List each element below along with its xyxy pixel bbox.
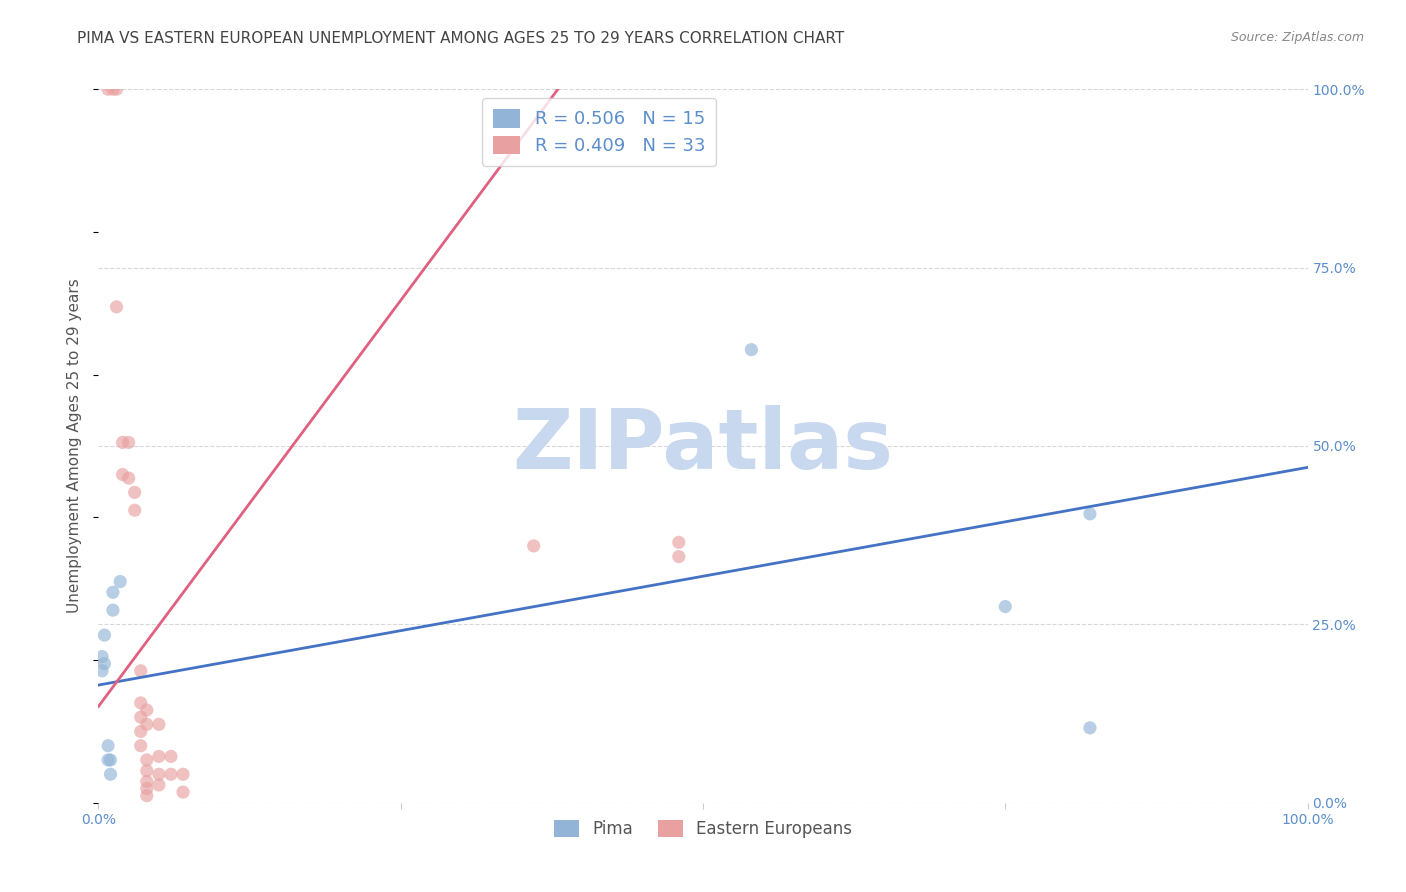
Point [135, 774, 157, 789]
Point [124, 485, 146, 500]
Legend: Pima, Eastern Europeans: Pima, Eastern Europeans [547, 813, 859, 845]
Point [97, 82, 120, 96]
Point [129, 710, 152, 724]
Text: Source: ZipAtlas.com: Source: ZipAtlas.com [1230, 31, 1364, 45]
Point [101, 603, 124, 617]
Point [172, 767, 194, 781]
Point [135, 781, 157, 796]
Point [108, 574, 131, 589]
Point [93, 657, 115, 671]
Point [1078, 507, 1101, 521]
Point [129, 696, 152, 710]
Point [101, 82, 124, 96]
Text: ZIPatlas: ZIPatlas [513, 406, 893, 486]
Point [100, 767, 122, 781]
Point [97, 739, 120, 753]
Point [118, 471, 141, 485]
Text: PIMA VS EASTERN EUROPEAN UNEMPLOYMENT AMONG AGES 25 TO 29 YEARS CORRELATION CHAR: PIMA VS EASTERN EUROPEAN UNEMPLOYMENT AM… [77, 31, 845, 46]
Point [100, 753, 122, 767]
Point [148, 767, 170, 781]
Point [135, 703, 157, 717]
Point [111, 435, 134, 450]
Point [740, 343, 762, 357]
Point [994, 599, 1017, 614]
Point [105, 82, 128, 96]
Point [91, 664, 114, 678]
Point [129, 739, 152, 753]
Point [135, 789, 157, 803]
Point [668, 535, 690, 549]
Point [148, 778, 170, 792]
Point [129, 724, 152, 739]
Point [135, 764, 157, 778]
Point [668, 549, 690, 564]
Point [111, 467, 134, 482]
Y-axis label: Unemployment Among Ages 25 to 29 years: Unemployment Among Ages 25 to 29 years [67, 278, 83, 614]
Point [118, 435, 141, 450]
Point [105, 300, 128, 314]
Point [135, 753, 157, 767]
Point [93, 628, 115, 642]
Point [160, 749, 183, 764]
Point [523, 539, 546, 553]
Point [135, 717, 157, 731]
Point [91, 649, 114, 664]
Point [148, 717, 170, 731]
Point [1078, 721, 1101, 735]
Point [129, 664, 152, 678]
Point [148, 749, 170, 764]
Point [160, 767, 183, 781]
Point [172, 785, 194, 799]
Point [124, 503, 146, 517]
Point [101, 585, 124, 599]
Point [97, 753, 120, 767]
